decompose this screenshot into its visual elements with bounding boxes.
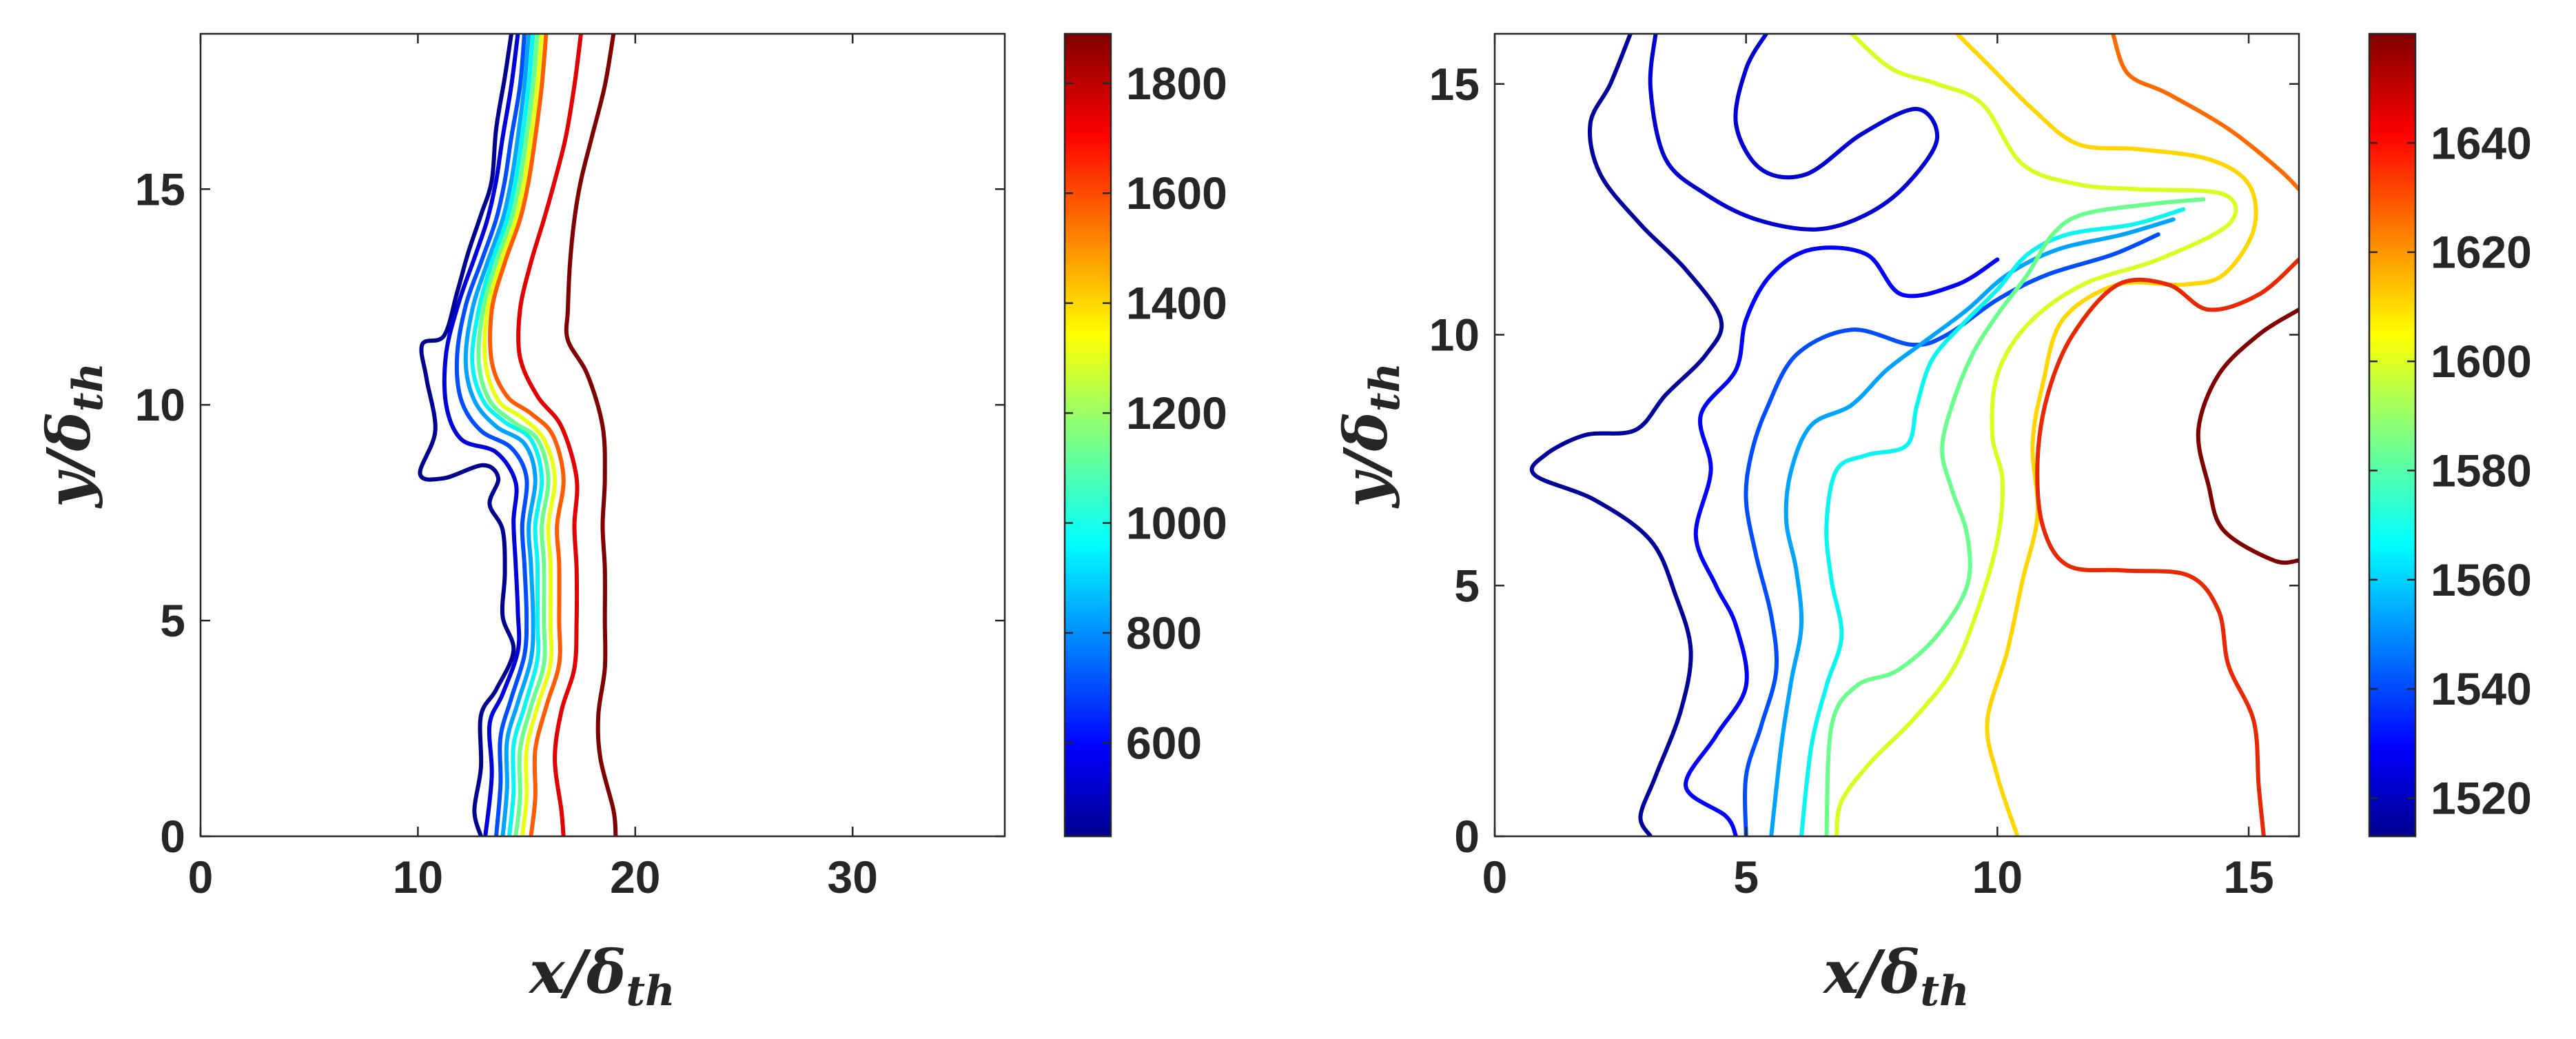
- left-contour-level-1700: [516, 34, 583, 836]
- left-y-tick-label: 5: [160, 595, 185, 646]
- right-contour-level-1518: [1529, 34, 1724, 836]
- left-colorbar: [1065, 34, 1111, 836]
- right-contour-level-1630: [2111, 34, 2299, 192]
- left-colorbar-tick-label: 1200: [1126, 387, 1227, 438]
- left-colorbar-tick-label: 1400: [1126, 278, 1227, 329]
- left-contour-level-500: [418, 34, 516, 836]
- left-contour-panel: 0 10 20 30 0 5 10 15 x/δth y/δth 600 800 1000 1200…: [34, 32, 1227, 1016]
- left-colorbar-tick-label: 600: [1126, 717, 1202, 768]
- right-contour-level-1640: [2035, 257, 2299, 836]
- right-contour-level-1655: [2196, 307, 2299, 565]
- left-contour-lines: [418, 34, 618, 836]
- right-contour-level-1562: [1799, 207, 2186, 836]
- left-x-tick-label: 0: [188, 851, 214, 902]
- right-x-tick-label: 10: [1972, 851, 2023, 902]
- right-contour-level-1535: [1743, 232, 2160, 836]
- left-contour-level-1850: [564, 34, 618, 836]
- right-colorbar-tick-label: 1580: [2431, 445, 2532, 496]
- right-colorbar-tick-label: 1640: [2431, 117, 2532, 168]
- left-contour-level-1000: [470, 34, 544, 836]
- left-colorbar-tick-label: 1000: [1126, 498, 1227, 549]
- right-colorbar-ticks: 1520 1540 1560 1580 1600 1620 1640: [2369, 117, 2532, 824]
- left-contour-level-1600: [488, 34, 566, 836]
- right-contour-level-1522: [1648, 34, 1940, 232]
- right-y-tick-label: 10: [1429, 310, 1480, 361]
- right-contour-panel: 0 5 10 15 0 5 10 15 x/δth y/δth 1520 1540 1560 158…: [1331, 32, 2532, 1016]
- left-colorbar-ticks: 600 800 1000 1200 1400 1600 1800: [1065, 58, 1227, 768]
- left-x-tick-label: 20: [610, 851, 660, 902]
- right-colorbar-tick-label: 1600: [2431, 336, 2532, 387]
- right-x-tick-label: 5: [1733, 851, 1759, 902]
- right-plot-area: [1495, 34, 2299, 836]
- left-y-tick-label: 15: [135, 163, 185, 214]
- right-y-tick-label: 5: [1454, 560, 1480, 611]
- left-colorbar-tick-label: 1600: [1126, 168, 1227, 219]
- right-axis-ticks: 0 5 10 15 0 5 10 15: [1429, 34, 2299, 902]
- right-contour-level-1595: [1834, 34, 2238, 836]
- left-colorbar-tick-label: 1800: [1126, 58, 1227, 109]
- right-y-tick-label: 0: [1454, 811, 1480, 862]
- left-axis-ticks: 0 10 20 30 0 5 10 15: [135, 34, 1005, 902]
- right-y-axis-label: y/δth: [1331, 363, 1409, 509]
- right-colorbar-tick-label: 1560: [2431, 554, 2532, 605]
- left-y-axis-label: y/δth: [34, 363, 112, 509]
- left-x-tick-label: 30: [828, 851, 878, 902]
- left-contour-level-1200: [476, 34, 551, 836]
- right-colorbar-tick-label: 1540: [2431, 663, 2532, 714]
- left-colorbar-frame: [1063, 32, 1112, 838]
- right-plot-frame: [1493, 32, 2300, 838]
- right-colorbar: [2369, 34, 2415, 836]
- right-x-tick-label: 0: [1482, 851, 1508, 902]
- left-contour-level-1400: [482, 34, 558, 836]
- left-x-tick-label: 10: [393, 851, 443, 902]
- left-y-tick-label: 0: [160, 811, 185, 862]
- left-contour-level-700: [454, 34, 529, 836]
- left-colorbar-tick-label: 800: [1126, 607, 1202, 658]
- right-colorbar-frame: [2368, 32, 2417, 838]
- left-plot-frame: [199, 32, 1006, 838]
- left-x-axis-label: x/δth: [528, 938, 675, 1016]
- left-contour-level-560: [442, 34, 522, 836]
- right-colorbar-tick-label: 1520: [2431, 773, 2532, 824]
- right-contour-level-1578: [1824, 197, 2206, 836]
- left-contour-level-850: [463, 34, 538, 836]
- right-contour-level-1526: [1684, 245, 2000, 836]
- right-colorbar-tick-label: 1620: [2431, 227, 2532, 278]
- right-x-axis-label: x/δth: [1822, 938, 1969, 1016]
- right-contour-lines: [1529, 34, 2299, 836]
- right-x-tick-label: 15: [2223, 851, 2273, 902]
- right-contour-level-1548: [1769, 217, 2176, 836]
- right-y-tick-label: 15: [1429, 59, 1480, 110]
- left-y-tick-label: 10: [135, 379, 185, 430]
